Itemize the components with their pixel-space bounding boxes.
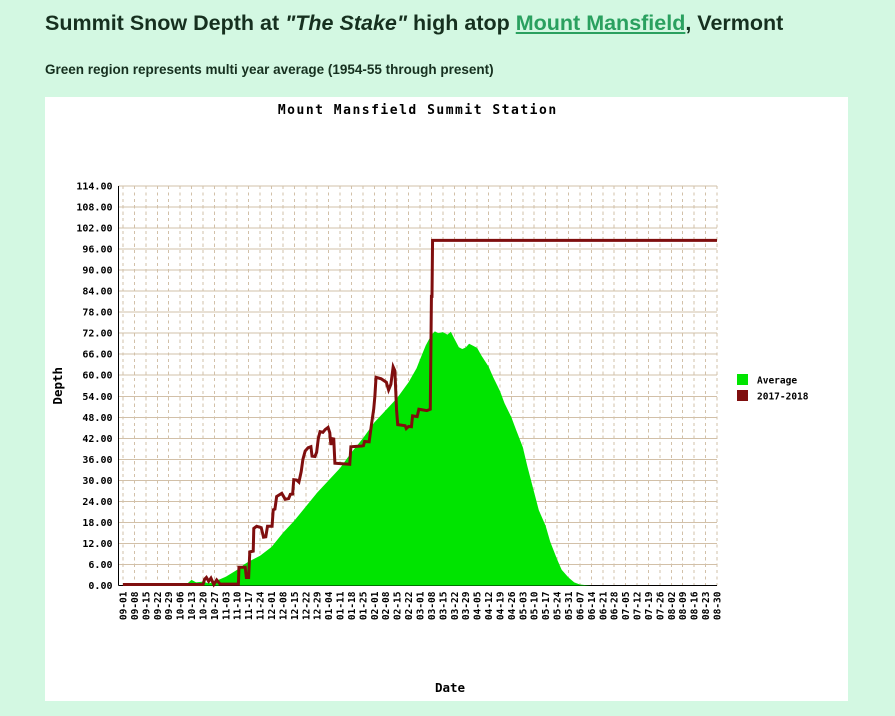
y-tick-label: 84.00 bbox=[82, 287, 112, 298]
x-axis-title: Date bbox=[435, 680, 466, 695]
x-tick-label: 08-16 bbox=[690, 591, 701, 620]
x-tick-label: 03-22 bbox=[450, 592, 461, 621]
x-tick-label: 09-08 bbox=[130, 591, 141, 620]
x-tick-label: 11-24 bbox=[256, 591, 267, 620]
x-tick-label: 10-27 bbox=[210, 592, 221, 621]
y-tick-label: 96.00 bbox=[82, 245, 112, 256]
mount-mansfield-link[interactable]: Mount Mansfield bbox=[515, 11, 686, 35]
x-tick-label: 03-15 bbox=[438, 591, 449, 620]
x-tick-label: 01-18 bbox=[347, 591, 358, 620]
season-line-series bbox=[123, 238, 717, 588]
x-tick-label: 07-05 bbox=[621, 591, 632, 620]
y-tick-label: 6.00 bbox=[88, 560, 112, 571]
x-tick-label: 03-01 bbox=[416, 591, 427, 620]
y-tick-label: 0.00 bbox=[88, 581, 112, 592]
x-tick-label: 12-08 bbox=[278, 591, 289, 620]
x-tick-label: 02-08 bbox=[381, 591, 392, 620]
y-tick-label: 78.00 bbox=[82, 308, 112, 319]
x-tick-label: 01-04 bbox=[324, 591, 335, 620]
x-tick-label: 12-15 bbox=[290, 591, 301, 620]
x-tick-label: 09-15 bbox=[141, 591, 152, 620]
y-tick-label: 54.00 bbox=[82, 392, 112, 403]
x-tick-label: 12-29 bbox=[313, 591, 324, 620]
x-tick-label: 05-31 bbox=[564, 591, 575, 620]
title-suffix: , Vermont bbox=[685, 11, 784, 35]
x-tick-label: 10-20 bbox=[198, 591, 209, 620]
x-tick-label: 08-30 bbox=[713, 591, 724, 620]
x-tick-label: 01-11 bbox=[336, 591, 347, 620]
y-tick-label: 30.00 bbox=[82, 476, 112, 487]
legend-swatch-average bbox=[737, 374, 748, 385]
y-tick-label: 108.00 bbox=[76, 203, 112, 214]
x-tick-label: 01-25 bbox=[358, 591, 369, 620]
x-tick-label: 08-02 bbox=[667, 592, 678, 621]
snow-depth-chart: Mount Mansfield Summit Station 0.00 6.00 12… bbox=[50, 103, 809, 695]
x-tick-label: 08-09 bbox=[678, 591, 689, 620]
title-prefix: Summit Snow Depth at bbox=[45, 11, 286, 35]
chart-title: Mount Mansfield Summit Station bbox=[278, 103, 558, 118]
title-middle: high atop bbox=[407, 11, 516, 35]
y-tick-label: 72.00 bbox=[82, 329, 112, 340]
x-tick-label: 06-28 bbox=[610, 591, 621, 620]
x-tick-label: 10-13 bbox=[187, 591, 198, 620]
x-tick-label: 07-26 bbox=[655, 591, 666, 620]
x-tick-label: 04-05 bbox=[473, 591, 484, 620]
x-tick-label: 05-10 bbox=[530, 591, 541, 620]
y-tick-label: 114.00 bbox=[76, 182, 112, 193]
y-tick-label: 102.00 bbox=[76, 224, 112, 235]
x-tick-label: 10-06 bbox=[176, 591, 187, 620]
legend-label-season: 2017-2018 bbox=[757, 392, 809, 403]
x-tick-label: 12-22 bbox=[301, 592, 312, 621]
x-tick-label: 09-29 bbox=[164, 591, 175, 620]
y-tick-label: 90.00 bbox=[82, 266, 112, 277]
y-axis-title: Depth bbox=[50, 367, 65, 405]
y-tick-label: 48.00 bbox=[82, 413, 112, 424]
x-tick-label: 07-19 bbox=[644, 591, 655, 620]
y-tick-label: 18.00 bbox=[82, 518, 112, 529]
y-tick-label: 12.00 bbox=[82, 539, 112, 550]
page-subtitle: Green region represents multi year avera… bbox=[45, 62, 494, 77]
x-tick-label: 09-22 bbox=[153, 592, 164, 621]
x-tick-label: 08-23 bbox=[701, 591, 712, 620]
page-title: Summit Snow Depth at "The Stake" high at… bbox=[45, 11, 783, 36]
x-tick-label: 03-08 bbox=[427, 591, 438, 620]
x-tick-label: 12-01 bbox=[267, 591, 278, 620]
x-tick-label: 09-01 bbox=[119, 591, 130, 620]
x-tick-label: 05-03 bbox=[518, 591, 529, 620]
y-tick-label: 60.00 bbox=[82, 371, 112, 382]
y-tick-label: 66.00 bbox=[82, 350, 112, 361]
x-tick-label: 11-03 bbox=[221, 591, 232, 620]
x-tick-label: 06-14 bbox=[587, 591, 598, 620]
x-tick-label: 04-19 bbox=[495, 591, 506, 620]
legend-swatch-season bbox=[737, 390, 748, 401]
x-tick-label: 07-12 bbox=[633, 592, 644, 621]
average-area-series bbox=[123, 331, 717, 586]
x-tick-label: 02-15 bbox=[393, 591, 404, 620]
x-tick-label: 02-01 bbox=[370, 591, 381, 620]
chart-panel: Mount Mansfield Summit Station 0.00 6.00 12… bbox=[45, 97, 848, 701]
legend-label-average: Average bbox=[757, 376, 797, 387]
x-tick-label: 06-07 bbox=[575, 592, 586, 621]
x-tick-label: 05-17 bbox=[541, 592, 552, 621]
y-tick-label: 36.00 bbox=[82, 455, 112, 466]
y-tick-label: 42.00 bbox=[82, 434, 112, 445]
x-tick-label: 02-22 bbox=[404, 592, 415, 621]
y-tick-label: 24.00 bbox=[82, 497, 112, 508]
x-tick-label: 11-17 bbox=[244, 592, 255, 621]
x-tick-label: 11-10 bbox=[233, 591, 244, 620]
x-tick-label: 06-21 bbox=[598, 591, 609, 620]
x-tick-label: 04-26 bbox=[507, 591, 518, 620]
x-tick-label: 04-12 bbox=[484, 592, 495, 621]
x-tick-label: 03-29 bbox=[461, 591, 472, 620]
title-quoted-the-stake: "The Stake" bbox=[285, 11, 408, 35]
x-tick-label: 05-24 bbox=[553, 591, 564, 620]
